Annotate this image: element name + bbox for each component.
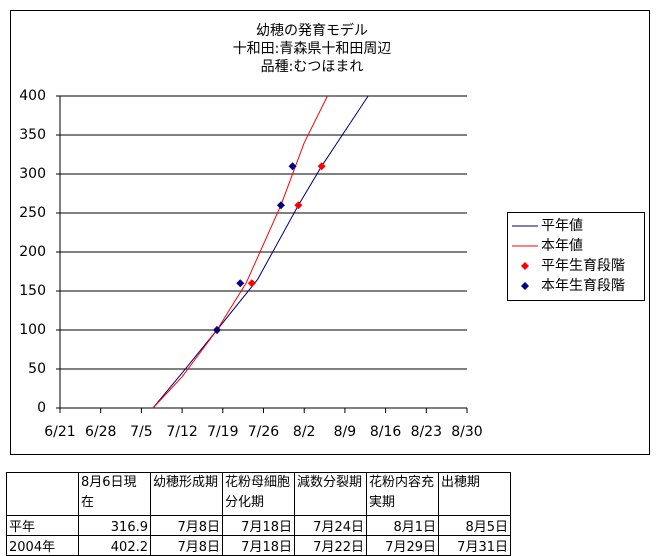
x-tick-label: 6/21 xyxy=(44,424,75,440)
y-tick-label: 0 xyxy=(37,400,46,416)
header-cell: 花粉内容充実期 xyxy=(366,472,439,516)
table-cell: 平年 xyxy=(6,515,79,536)
legend-label: 本年生育段階 xyxy=(541,278,625,294)
x-tick-label: 7/26 xyxy=(248,424,280,440)
table-cell: 8月1日 xyxy=(366,515,439,536)
chart-title: 品種:むつほまれ xyxy=(261,59,364,75)
y-tick-label: 200 xyxy=(19,244,46,260)
header-row: 8月6日現在 幼穂形成期 花粉母細胞分化期 減数分裂期 花粉内容充実期 出穂期 xyxy=(6,472,511,516)
y-tick-label: 400 xyxy=(19,88,46,104)
x-tick-label: 8/23 xyxy=(411,424,442,440)
x-tick-label: 7/19 xyxy=(207,424,238,440)
y-tick-label: 100 xyxy=(19,322,46,338)
x-tick-label: 6/28 xyxy=(85,424,116,440)
y-tick-label: 250 xyxy=(19,205,46,221)
table-cell: 7月18日 xyxy=(222,535,295,556)
table-cell: 316.9 xyxy=(78,515,151,536)
table-cell: 402.2 xyxy=(78,535,151,556)
stage-marker xyxy=(317,162,326,171)
stage-marker xyxy=(236,279,245,288)
y-tick-label: 300 xyxy=(19,166,46,182)
y-tick-label: 350 xyxy=(19,127,46,143)
x-tick-label: 8/9 xyxy=(334,424,357,440)
table-cell: 7月8日 xyxy=(150,515,223,536)
series-line xyxy=(152,95,328,409)
header-cell: 8月6日現在 xyxy=(78,472,151,516)
table-row: 平年 316.9 7月8日 7月18日 7月24日 8月1日 8月5日 xyxy=(6,515,511,536)
header-cell: 花粉母細胞分化期 xyxy=(222,472,295,516)
legend-swatch xyxy=(521,262,529,270)
data-table: 8月6日現在 幼穂形成期 花粉母細胞分化期 減数分裂期 花粉内容充実期 出穂期 … xyxy=(6,472,511,556)
x-tick-label: 8/16 xyxy=(370,424,402,440)
stage-marker xyxy=(276,201,285,210)
table-cell: 7月29日 xyxy=(366,535,439,556)
stage-marker xyxy=(294,201,303,210)
x-tick-label: 8/30 xyxy=(451,424,482,440)
legend-label: 平年値 xyxy=(541,218,583,234)
corner-cell xyxy=(6,472,79,516)
x-tick-label: 7/5 xyxy=(130,424,153,440)
stage-marker xyxy=(288,162,297,171)
legend-swatch xyxy=(521,282,529,290)
table-cell: 7月22日 xyxy=(294,535,367,556)
x-tick-label: 8/2 xyxy=(293,424,316,440)
table-cell: 2004年 xyxy=(6,535,79,556)
header-cell: 出穂期 xyxy=(438,472,511,516)
table-row: 2004年 402.2 7月8日 7月18日 7月22日 7月29日 7月31日 xyxy=(6,535,511,556)
header-cell: 幼穂形成期 xyxy=(150,472,223,516)
x-tick-label: 7/12 xyxy=(166,424,197,440)
legend-label: 平年生育段階 xyxy=(541,258,625,274)
legend-label: 本年値 xyxy=(541,238,583,254)
chart-title: 十和田:青森県十和田周辺 xyxy=(233,41,392,57)
table-cell: 7月8日 xyxy=(150,535,223,556)
table-cell: 7月24日 xyxy=(294,515,367,536)
legend-box xyxy=(507,212,645,301)
y-tick-label: 50 xyxy=(28,361,46,377)
y-tick-label: 150 xyxy=(19,283,46,299)
table-cell: 8月5日 xyxy=(438,515,511,536)
stage-marker xyxy=(247,279,256,288)
table-cell: 7月31日 xyxy=(438,535,511,556)
table-cell: 7月18日 xyxy=(222,515,295,536)
header-cell: 減数分裂期 xyxy=(294,472,367,516)
stage-marker xyxy=(212,326,221,334)
chart-title: 幼穂の発育モデル xyxy=(256,22,368,39)
